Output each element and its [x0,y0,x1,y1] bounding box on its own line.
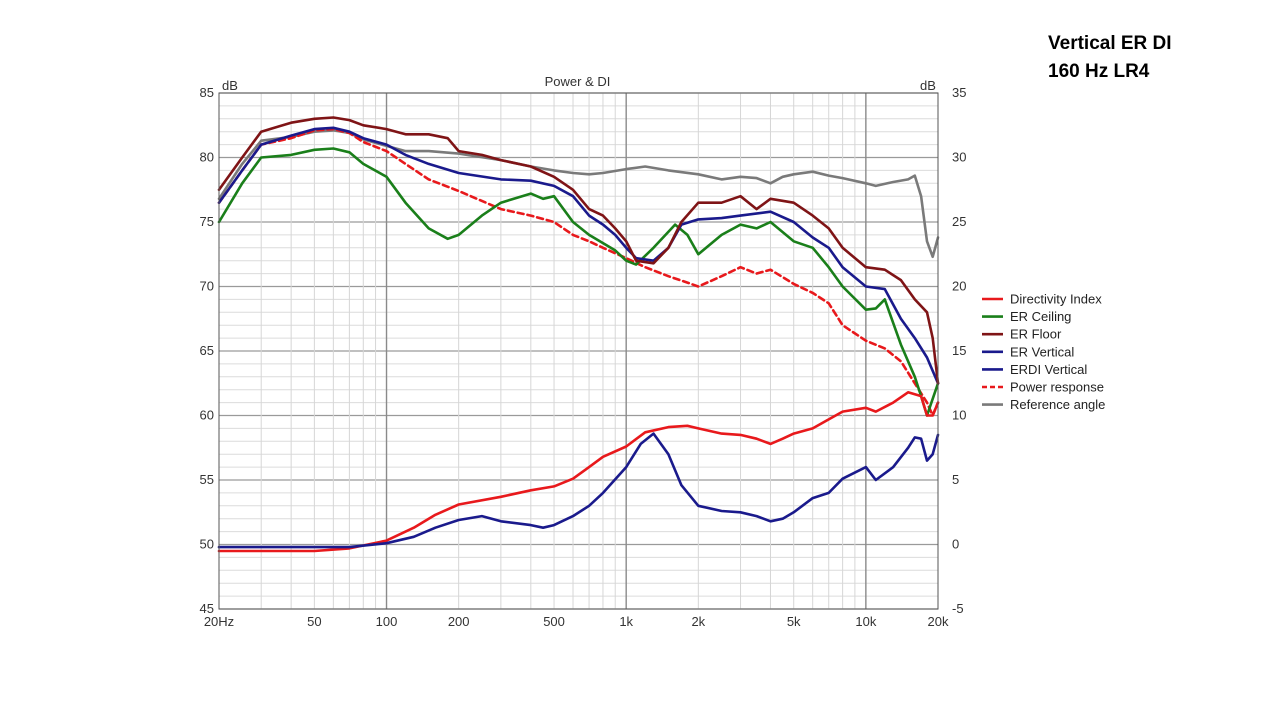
series-line-power-response [217,127,940,417]
x-tick: 10k [855,614,876,629]
y-tick-left: 75 [200,214,214,229]
y-tick-right: 10 [952,408,966,423]
x-tick: 1k [619,614,633,629]
x-tick: 2k [691,614,705,629]
y-tick-left: 45 [200,601,214,616]
x-tick: 20Hz [204,614,234,629]
legend: Directivity Index ER Ceiling ER Floor ER Ve… [982,292,1105,412]
chart-title: Power & DI [545,74,611,89]
tick-labels: 45 50 55 60 65 70 75 80 85 -5 0 5 10 15 20 25 30 35 20Hz 50… [200,85,967,629]
series-line-er-floor [217,116,940,385]
y-tick-right: 15 [952,343,966,358]
slide-title: Vertical ER DI 160 Hz LR4 [1048,30,1172,86]
series-line-er-vertical [217,126,940,385]
y-tick-right: 25 [952,214,966,229]
series-line-erdi-vertical [217,432,940,549]
y-tick-left: 70 [200,279,214,294]
y-tick-left: 65 [200,343,214,358]
y-tick-right: -5 [952,601,964,616]
legend-label: ER Floor [1010,327,1062,342]
y-tick-left: 60 [200,408,214,423]
legend-label: Power response [1010,380,1104,395]
slide-title-line2: 160 Hz LR4 [1048,61,1150,82]
y-axis-label-right: dB [920,78,936,93]
y-tick-left: 50 [200,537,214,552]
legend-label: ERDI Vertical [1010,362,1087,377]
y-tick-right: 5 [952,472,959,487]
y-tick-right: 20 [952,279,966,294]
y-tick-left: 80 [200,150,214,165]
y-axis-label-left: dB [222,78,238,93]
y-tick-left: 55 [200,472,214,487]
x-tick: 20k [928,614,949,629]
legend-label: ER Vertical [1010,344,1074,359]
series-line-directivity-index [217,391,940,553]
x-tick: 50 [307,614,321,629]
slide-title-line1: Vertical ER DI [1048,33,1172,54]
x-tick: 100 [376,614,398,629]
series-line-er-ceiling [217,147,940,417]
x-tick: 500 [543,614,565,629]
grid-lines [218,92,939,610]
legend-label: Reference angle [1010,397,1105,412]
legend-label: ER Ceiling [1010,309,1071,324]
legend-label: Directivity Index [1010,292,1102,307]
series-layer [217,116,940,553]
plot-frame [218,92,939,610]
x-tick: 5k [787,614,801,629]
y-tick-left: 85 [200,85,214,100]
y-tick-right: 0 [952,537,959,552]
x-tick: 200 [448,614,470,629]
y-tick-right: 35 [952,85,966,100]
y-tick-right: 30 [952,150,966,165]
